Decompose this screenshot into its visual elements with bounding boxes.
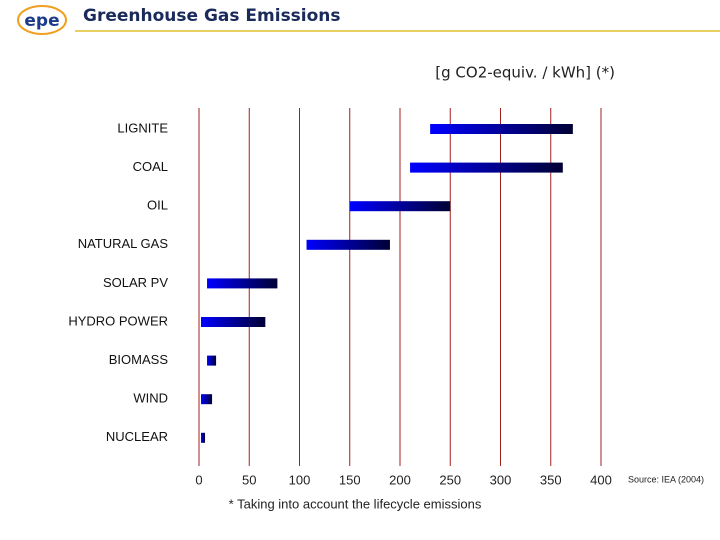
x-tick-label: 350 (540, 472, 562, 487)
x-tick-label: 100 (289, 472, 311, 487)
logo-ring (17, 5, 67, 35)
bar (201, 394, 213, 405)
category-label: OIL (147, 198, 168, 213)
footnote: * Taking into account the lifecycle emis… (229, 496, 482, 511)
bar (306, 239, 390, 250)
category-label: NATURAL GAS (78, 236, 169, 251)
bar (207, 278, 278, 289)
x-tick-label: 0 (195, 472, 202, 487)
x-tick-label: 250 (439, 472, 461, 487)
x-tick-label: 400 (590, 472, 612, 487)
category-label: BIOMASS (109, 352, 169, 367)
category-label: LIGNITE (117, 120, 168, 135)
bar (201, 317, 266, 327)
x-tick-label: 150 (339, 472, 361, 487)
bar (207, 355, 217, 366)
bar (349, 201, 451, 212)
x-tick-label: 300 (490, 472, 512, 487)
category-label: SOLAR PV (103, 275, 168, 290)
source: Source: IEA (2004) (628, 474, 704, 484)
logo: epe (17, 5, 67, 35)
logo-text: epe (24, 11, 59, 31)
x-tick-label: 50 (242, 472, 256, 487)
bar (201, 432, 206, 443)
unit-label: [g CO2-equiv. / kWh] (*) (435, 64, 615, 82)
category-label: HYDRO POWER (68, 313, 168, 328)
bar (430, 124, 573, 134)
bar (410, 162, 563, 173)
x-tick-label: 200 (389, 472, 411, 487)
category-label: COAL (133, 159, 168, 174)
category-label: WIND (133, 391, 168, 406)
chart-title: Greenhouse Gas Emissions (83, 6, 341, 26)
category-label: NUCLEAR (106, 429, 168, 444)
